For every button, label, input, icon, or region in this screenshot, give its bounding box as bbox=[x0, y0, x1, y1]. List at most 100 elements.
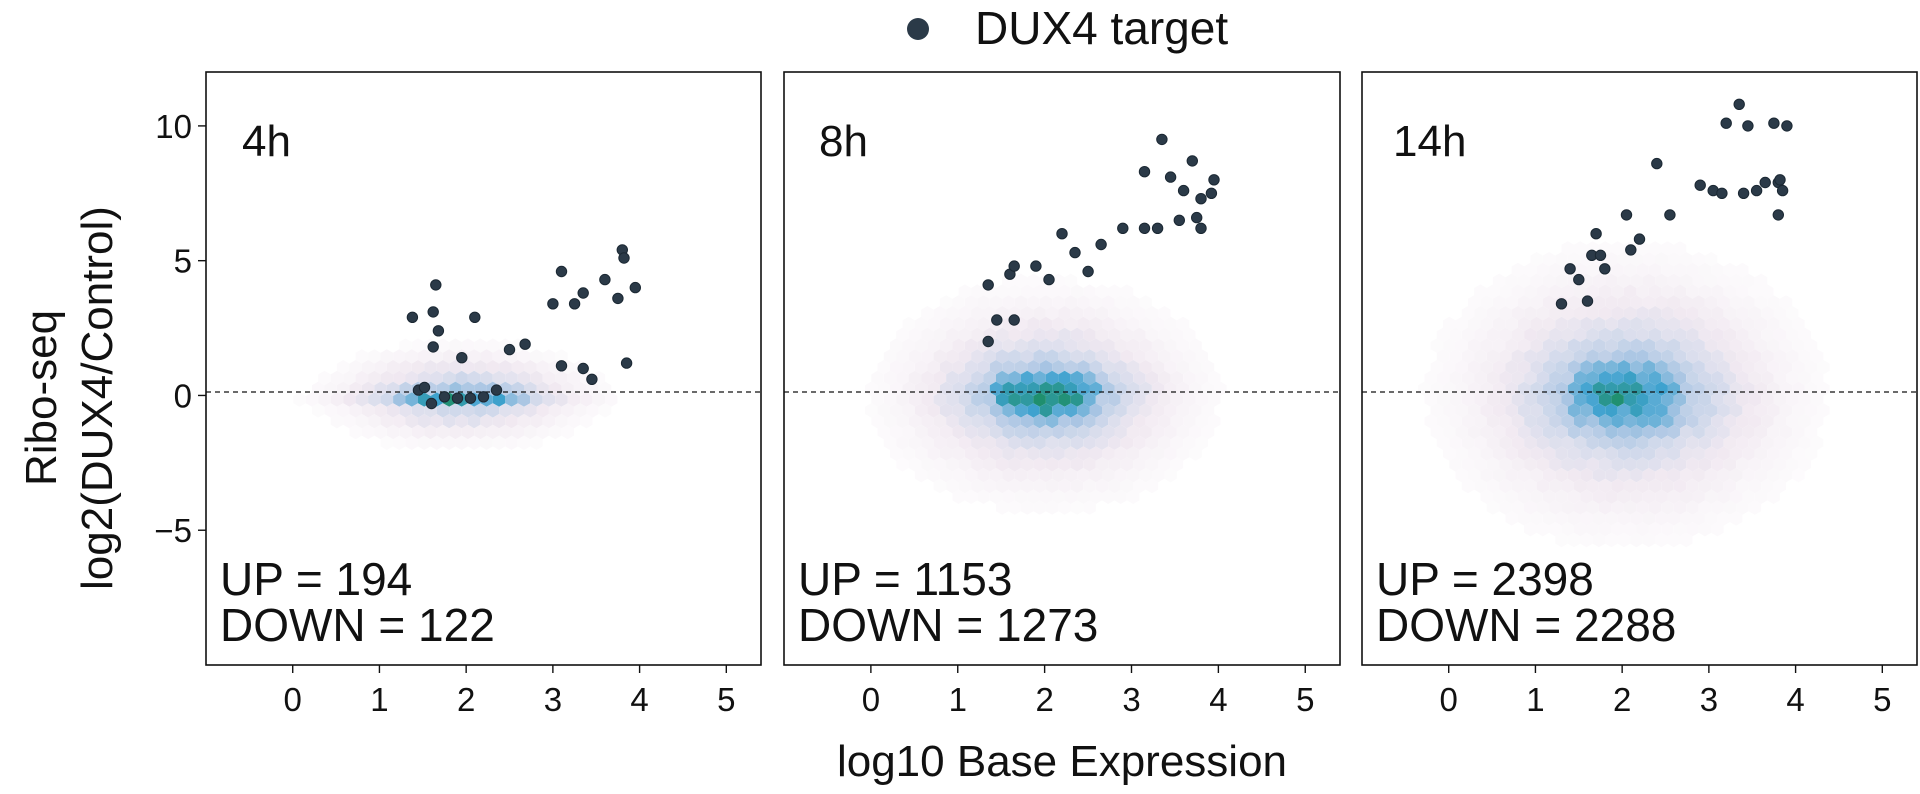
density-hexbin bbox=[1761, 435, 1774, 450]
density-hexbin bbox=[1045, 500, 1059, 515]
density-hexbin bbox=[1126, 316, 1140, 332]
dux4-target-point bbox=[1633, 233, 1646, 245]
density-hexbin bbox=[1052, 489, 1065, 504]
density-hexbin bbox=[1443, 338, 1456, 353]
density-hexbin bbox=[449, 338, 462, 353]
density-hexbin bbox=[1064, 424, 1078, 440]
density-hexbin bbox=[480, 435, 493, 450]
density-hexbin bbox=[1786, 370, 1799, 386]
y-tick-label: −5 bbox=[154, 512, 192, 549]
density-hexbin bbox=[1574, 262, 1587, 278]
density-hexbin bbox=[977, 316, 990, 332]
dux4-target-point bbox=[1195, 193, 1207, 205]
density-hexbin bbox=[1655, 446, 1668, 461]
density-hexbin bbox=[1704, 489, 1718, 504]
density-hexbin bbox=[914, 403, 928, 418]
density-hexbin bbox=[1517, 489, 1531, 504]
density-hexbin bbox=[1052, 424, 1065, 440]
density-hexbin bbox=[1102, 338, 1115, 353]
density-hexbin bbox=[530, 370, 543, 386]
density-hexbin bbox=[1704, 273, 1718, 288]
x-tick-label: 4 bbox=[630, 681, 648, 718]
density-hexbin bbox=[1648, 262, 1662, 278]
density-hexbin bbox=[1170, 435, 1184, 450]
density-hexbin bbox=[1549, 262, 1562, 278]
density-hexbin bbox=[1114, 360, 1127, 375]
density-hexbin bbox=[1754, 338, 1768, 353]
density-hexbin bbox=[989, 446, 1003, 461]
density-hexbin bbox=[1536, 522, 1550, 537]
density-hexbin bbox=[1686, 370, 1699, 386]
density-hexbin bbox=[436, 360, 450, 375]
density-hexbin bbox=[1505, 360, 1518, 375]
density-hexbin bbox=[480, 370, 493, 386]
density-hexbin bbox=[1623, 284, 1637, 299]
density-hexbin bbox=[368, 392, 381, 407]
density-hexbin bbox=[971, 370, 984, 386]
density-hexbin bbox=[1704, 446, 1718, 461]
density-hexbin bbox=[1424, 392, 1437, 407]
density-hexbin bbox=[1698, 457, 1712, 472]
density-hexbin bbox=[1717, 338, 1730, 353]
density-hexbin bbox=[1586, 414, 1599, 429]
density-hexbin bbox=[1680, 468, 1693, 483]
density-hexbin bbox=[1139, 295, 1152, 310]
density-hexbin bbox=[1002, 446, 1015, 461]
density-hexbin bbox=[1102, 295, 1115, 310]
density-hexbin bbox=[492, 392, 506, 407]
dux4-target-point bbox=[430, 279, 442, 291]
y-tick-label: 0 bbox=[174, 377, 192, 414]
density-hexbin bbox=[1754, 446, 1768, 461]
density-hexbin bbox=[1623, 500, 1637, 515]
density-hexbin bbox=[1698, 522, 1712, 537]
density-hexbin bbox=[1499, 284, 1512, 299]
dux4-target-point bbox=[1030, 260, 1042, 272]
density-hexbin bbox=[1555, 403, 1568, 418]
density-hexbin bbox=[1748, 370, 1762, 386]
density-hexbin bbox=[1151, 360, 1165, 375]
density-hexbin bbox=[1567, 338, 1581, 353]
density-hexbin bbox=[958, 392, 972, 407]
density-hexbin bbox=[1536, 435, 1550, 450]
dux4-target-point bbox=[1138, 166, 1151, 178]
density-hexbin bbox=[1574, 284, 1587, 299]
density-hexbin bbox=[1461, 349, 1475, 364]
density-hexbin bbox=[1748, 457, 1762, 472]
density-hexbin bbox=[1723, 349, 1737, 364]
density-hexbin bbox=[1611, 522, 1624, 537]
density-hexbin bbox=[927, 424, 940, 440]
density-hexbin bbox=[1033, 392, 1046, 407]
density-hexbin bbox=[1077, 468, 1090, 483]
density-hexbin bbox=[890, 338, 903, 353]
dux4-target-point bbox=[1694, 179, 1706, 191]
density-hexbin bbox=[971, 435, 984, 450]
density-hexbin bbox=[1773, 478, 1786, 494]
density-hexbin bbox=[1698, 349, 1712, 364]
density-hexbin bbox=[1736, 457, 1749, 472]
density-hexbin bbox=[1468, 446, 1481, 461]
density-hexbin bbox=[896, 392, 909, 407]
dux4-target-point bbox=[586, 373, 598, 385]
x-tick-label: 5 bbox=[1296, 681, 1314, 718]
density-hexbin bbox=[1729, 511, 1743, 526]
density-hexbin bbox=[865, 403, 878, 418]
density-hexbin bbox=[1524, 392, 1537, 407]
density-hexbin bbox=[1542, 403, 1556, 418]
density-hexbin bbox=[1027, 468, 1040, 483]
density-hexbin bbox=[939, 468, 953, 483]
density-hexbin bbox=[1630, 273, 1643, 288]
density-hexbin bbox=[1486, 306, 1500, 321]
density-hexbin bbox=[1680, 338, 1693, 353]
density-hexbin bbox=[1089, 360, 1102, 375]
density-hexbin bbox=[1089, 446, 1102, 461]
density-hexbin bbox=[1008, 478, 1021, 494]
density-hexbin bbox=[952, 338, 965, 353]
density-hexbin bbox=[1742, 424, 1755, 440]
density-hexbin bbox=[1673, 262, 1687, 278]
density-hexbin bbox=[1443, 360, 1456, 375]
density-hexbin bbox=[1120, 327, 1134, 342]
density-hexbin bbox=[1692, 489, 1705, 504]
density-hexbin bbox=[933, 392, 947, 407]
density-hexbin bbox=[1561, 349, 1574, 364]
density-hexbin bbox=[1729, 316, 1743, 332]
